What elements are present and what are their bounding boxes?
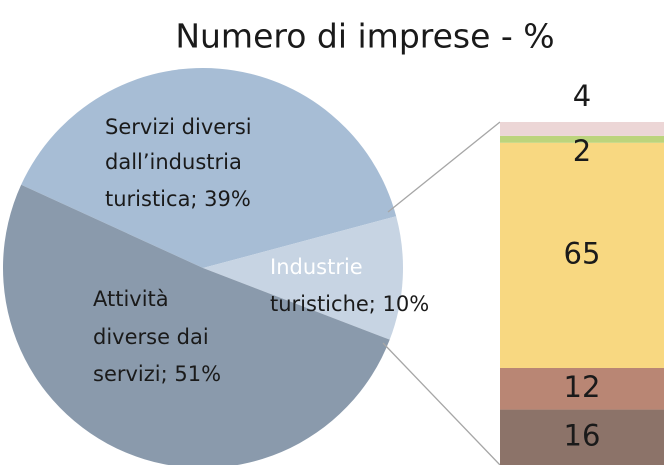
slice-label: turistica; 39% [105, 187, 251, 211]
chart-title: Numero di imprese - % [175, 17, 554, 56]
slice-label: Attività [93, 287, 169, 311]
bar-label: 65 [564, 236, 601, 270]
pie-slice [21, 68, 397, 268]
slice-label: dall’industria [105, 150, 242, 174]
slice-label: diverse dai [93, 325, 209, 349]
bar-label: 16 [564, 418, 601, 452]
bar-segment [500, 135, 664, 143]
bar-segment [500, 122, 664, 136]
slice-label: servizi; 51% [93, 362, 221, 386]
connector [382, 342, 501, 465]
slice-label: Servizi diversi [105, 115, 252, 139]
bar-label: 4 [573, 79, 591, 113]
bar-segment [500, 142, 664, 368]
pie-slice [3, 184, 390, 465]
bar-label: 12 [564, 370, 601, 404]
connector [387, 121, 501, 213]
slice-label: Industrie [270, 255, 363, 279]
bar-label: 2 [573, 134, 591, 168]
slice-label: turistiche; 10% [270, 292, 429, 316]
bar-segment [500, 367, 664, 410]
bar-segment [500, 409, 664, 465]
pie-slice [203, 216, 403, 340]
